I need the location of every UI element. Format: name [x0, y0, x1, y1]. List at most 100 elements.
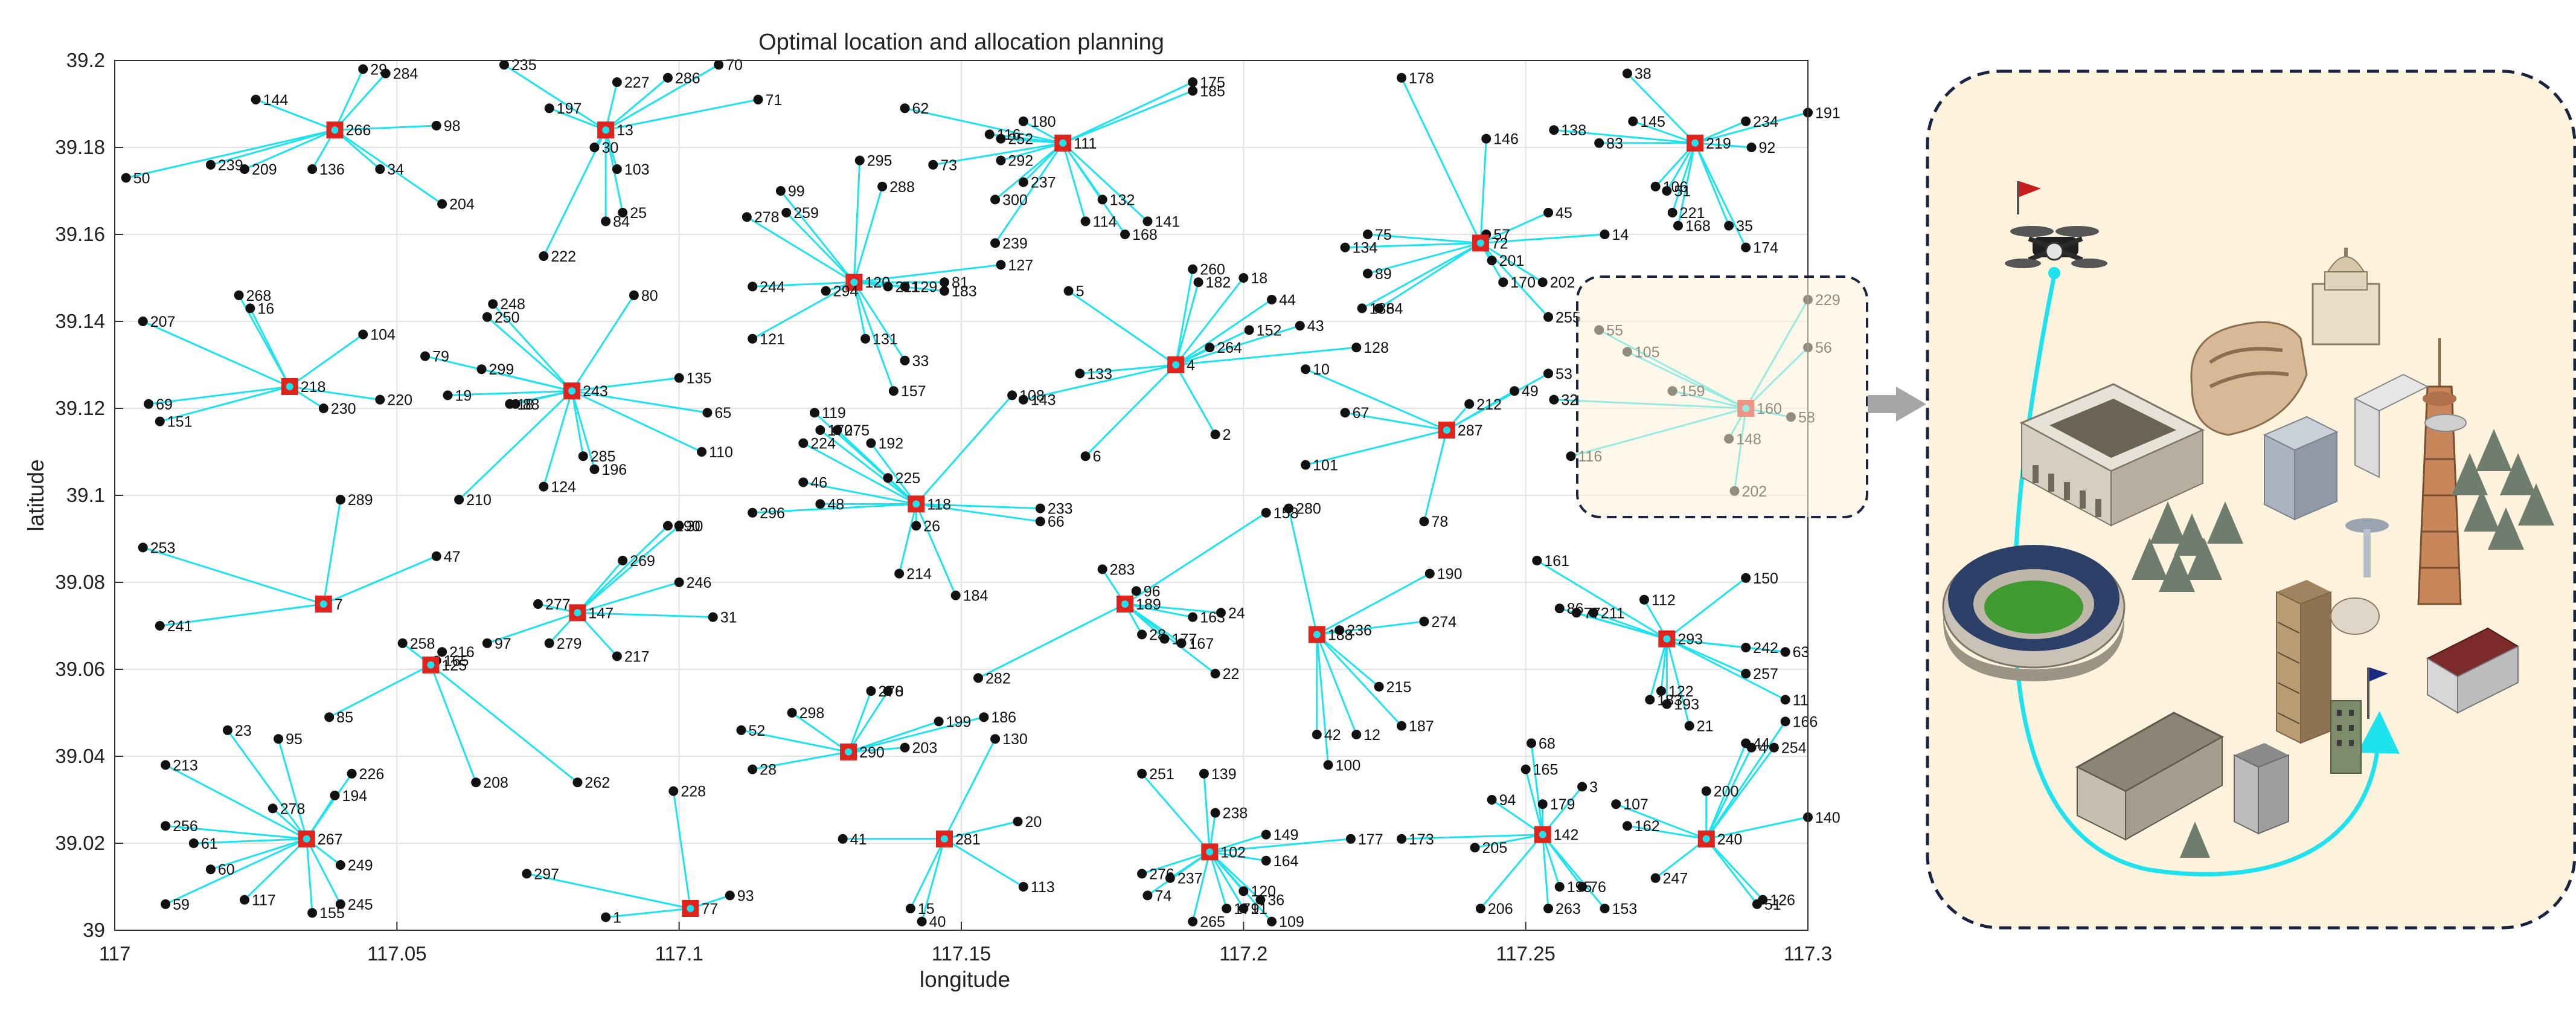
- customer-point: [1159, 634, 1170, 644]
- customer-point: [894, 568, 905, 579]
- allocation-link: [1062, 142, 1149, 222]
- allocation-link: [1479, 834, 1543, 909]
- customer-label: 201: [1499, 252, 1525, 269]
- customer-label: 206: [1488, 901, 1513, 918]
- customer-label: 170: [827, 422, 853, 439]
- facility-center: [303, 835, 310, 843]
- customer-point: [1216, 608, 1226, 618]
- customer-label: 204: [449, 196, 475, 213]
- customer-label: 242: [1753, 640, 1778, 657]
- allocation-link: [143, 546, 324, 605]
- allocation-link: [571, 294, 635, 392]
- customer-point: [1063, 286, 1074, 296]
- customer-point: [1464, 399, 1475, 409]
- allocation-link: [978, 603, 1126, 679]
- facility-label: 290: [859, 744, 885, 761]
- customer-label: 220: [387, 392, 412, 409]
- y-tick-labels: 39 39.02 39.04 39.06 39.08 39.1 39.12 39.14 39.1…: [55, 49, 105, 941]
- customer-label: 224: [810, 436, 836, 452]
- customer-label: 113: [1031, 879, 1055, 896]
- allocation-link: [1174, 269, 1194, 365]
- allocation-link: [571, 390, 702, 453]
- customer-label: 217: [624, 648, 650, 665]
- customer-point: [1018, 116, 1028, 126]
- customer-label: 227: [624, 74, 650, 91]
- customer-label: 114: [1093, 213, 1117, 230]
- customer-label: 141: [1155, 213, 1180, 230]
- customer-label: 52: [748, 722, 765, 739]
- customer-label: 126: [1770, 892, 1795, 909]
- customer-label: 216: [449, 644, 475, 661]
- customer-point: [544, 103, 554, 114]
- customer-label: 151: [167, 414, 193, 431]
- customer-point: [1188, 916, 1198, 927]
- customer-point: [702, 408, 713, 418]
- customer-point: [1255, 895, 1266, 905]
- allocation-link: [1023, 364, 1176, 401]
- facility-label: 243: [583, 383, 608, 400]
- customer-point: [725, 890, 735, 901]
- customer-point: [1701, 786, 1711, 796]
- y-tick-label: 39.06: [55, 658, 105, 680]
- customer-point: [612, 651, 622, 661]
- allocation-link: [243, 838, 307, 901]
- customer-label: 196: [601, 461, 627, 478]
- allocation-link: [1480, 211, 1549, 244]
- allocation-link: [1367, 242, 1481, 275]
- customer-point: [1340, 242, 1350, 252]
- allocation-link: [334, 72, 386, 131]
- customer-point: [1543, 312, 1554, 322]
- y-tick-label: 39.02: [55, 832, 105, 854]
- allocation-link: [1062, 81, 1193, 144]
- customer-point: [1013, 817, 1023, 826]
- allocation-link: [159, 385, 290, 423]
- zoom-highlight-box: [1576, 275, 1868, 518]
- skyscraper: [2276, 580, 2380, 744]
- customer-label: 21: [1697, 718, 1714, 735]
- customer-point: [1238, 886, 1249, 896]
- customer-point: [155, 621, 165, 631]
- customer-point: [775, 186, 786, 196]
- allocation-link: [159, 603, 324, 627]
- customer-point: [1746, 742, 1757, 753]
- customer-point: [1662, 699, 1672, 709]
- customer-point: [1650, 873, 1661, 883]
- allocation-link: [289, 385, 380, 401]
- allocation-link: [1632, 120, 1696, 144]
- customer-point: [1566, 451, 1576, 461]
- customer-label: 63: [1793, 644, 1810, 661]
- allocation-link: [1001, 138, 1063, 144]
- customer-label: 225: [895, 470, 920, 487]
- customer-label: 283: [1110, 561, 1135, 578]
- customer-label: 213: [173, 757, 198, 774]
- customer-point: [1475, 904, 1485, 913]
- x-tick-label: 117.15: [932, 942, 991, 965]
- customer-point: [1554, 882, 1565, 892]
- allocation-link: [1287, 508, 1318, 635]
- customer-label: 18: [1251, 270, 1267, 287]
- customer-label: 93: [737, 887, 754, 904]
- customer-label: 193: [1674, 696, 1699, 713]
- customer-point: [234, 290, 244, 300]
- customer-label: 207: [150, 314, 176, 330]
- customer-point: [900, 103, 910, 114]
- customer-point: [1165, 873, 1175, 883]
- allocation-link: [1378, 242, 1481, 309]
- allocation-link: [1174, 364, 1216, 435]
- customer-label: 136: [319, 161, 345, 178]
- customer-label: 25: [630, 205, 647, 222]
- customer-label: 131: [873, 331, 898, 348]
- allocation-link: [819, 429, 917, 505]
- customer-label: 95: [286, 731, 303, 748]
- customer-label: 269: [630, 553, 655, 570]
- customer-label: 3: [1589, 779, 1598, 796]
- customer-point: [1080, 451, 1091, 461]
- customer-label: 4: [1759, 740, 1767, 757]
- customer-label: 188: [1370, 300, 1395, 317]
- customer-label: 253: [150, 539, 176, 556]
- allocation-link: [1361, 242, 1481, 309]
- allocation-link: [430, 664, 578, 783]
- customer-label: 173: [1409, 831, 1434, 848]
- customer-label: 35: [1736, 218, 1753, 235]
- customer-label: 292: [1008, 153, 1033, 170]
